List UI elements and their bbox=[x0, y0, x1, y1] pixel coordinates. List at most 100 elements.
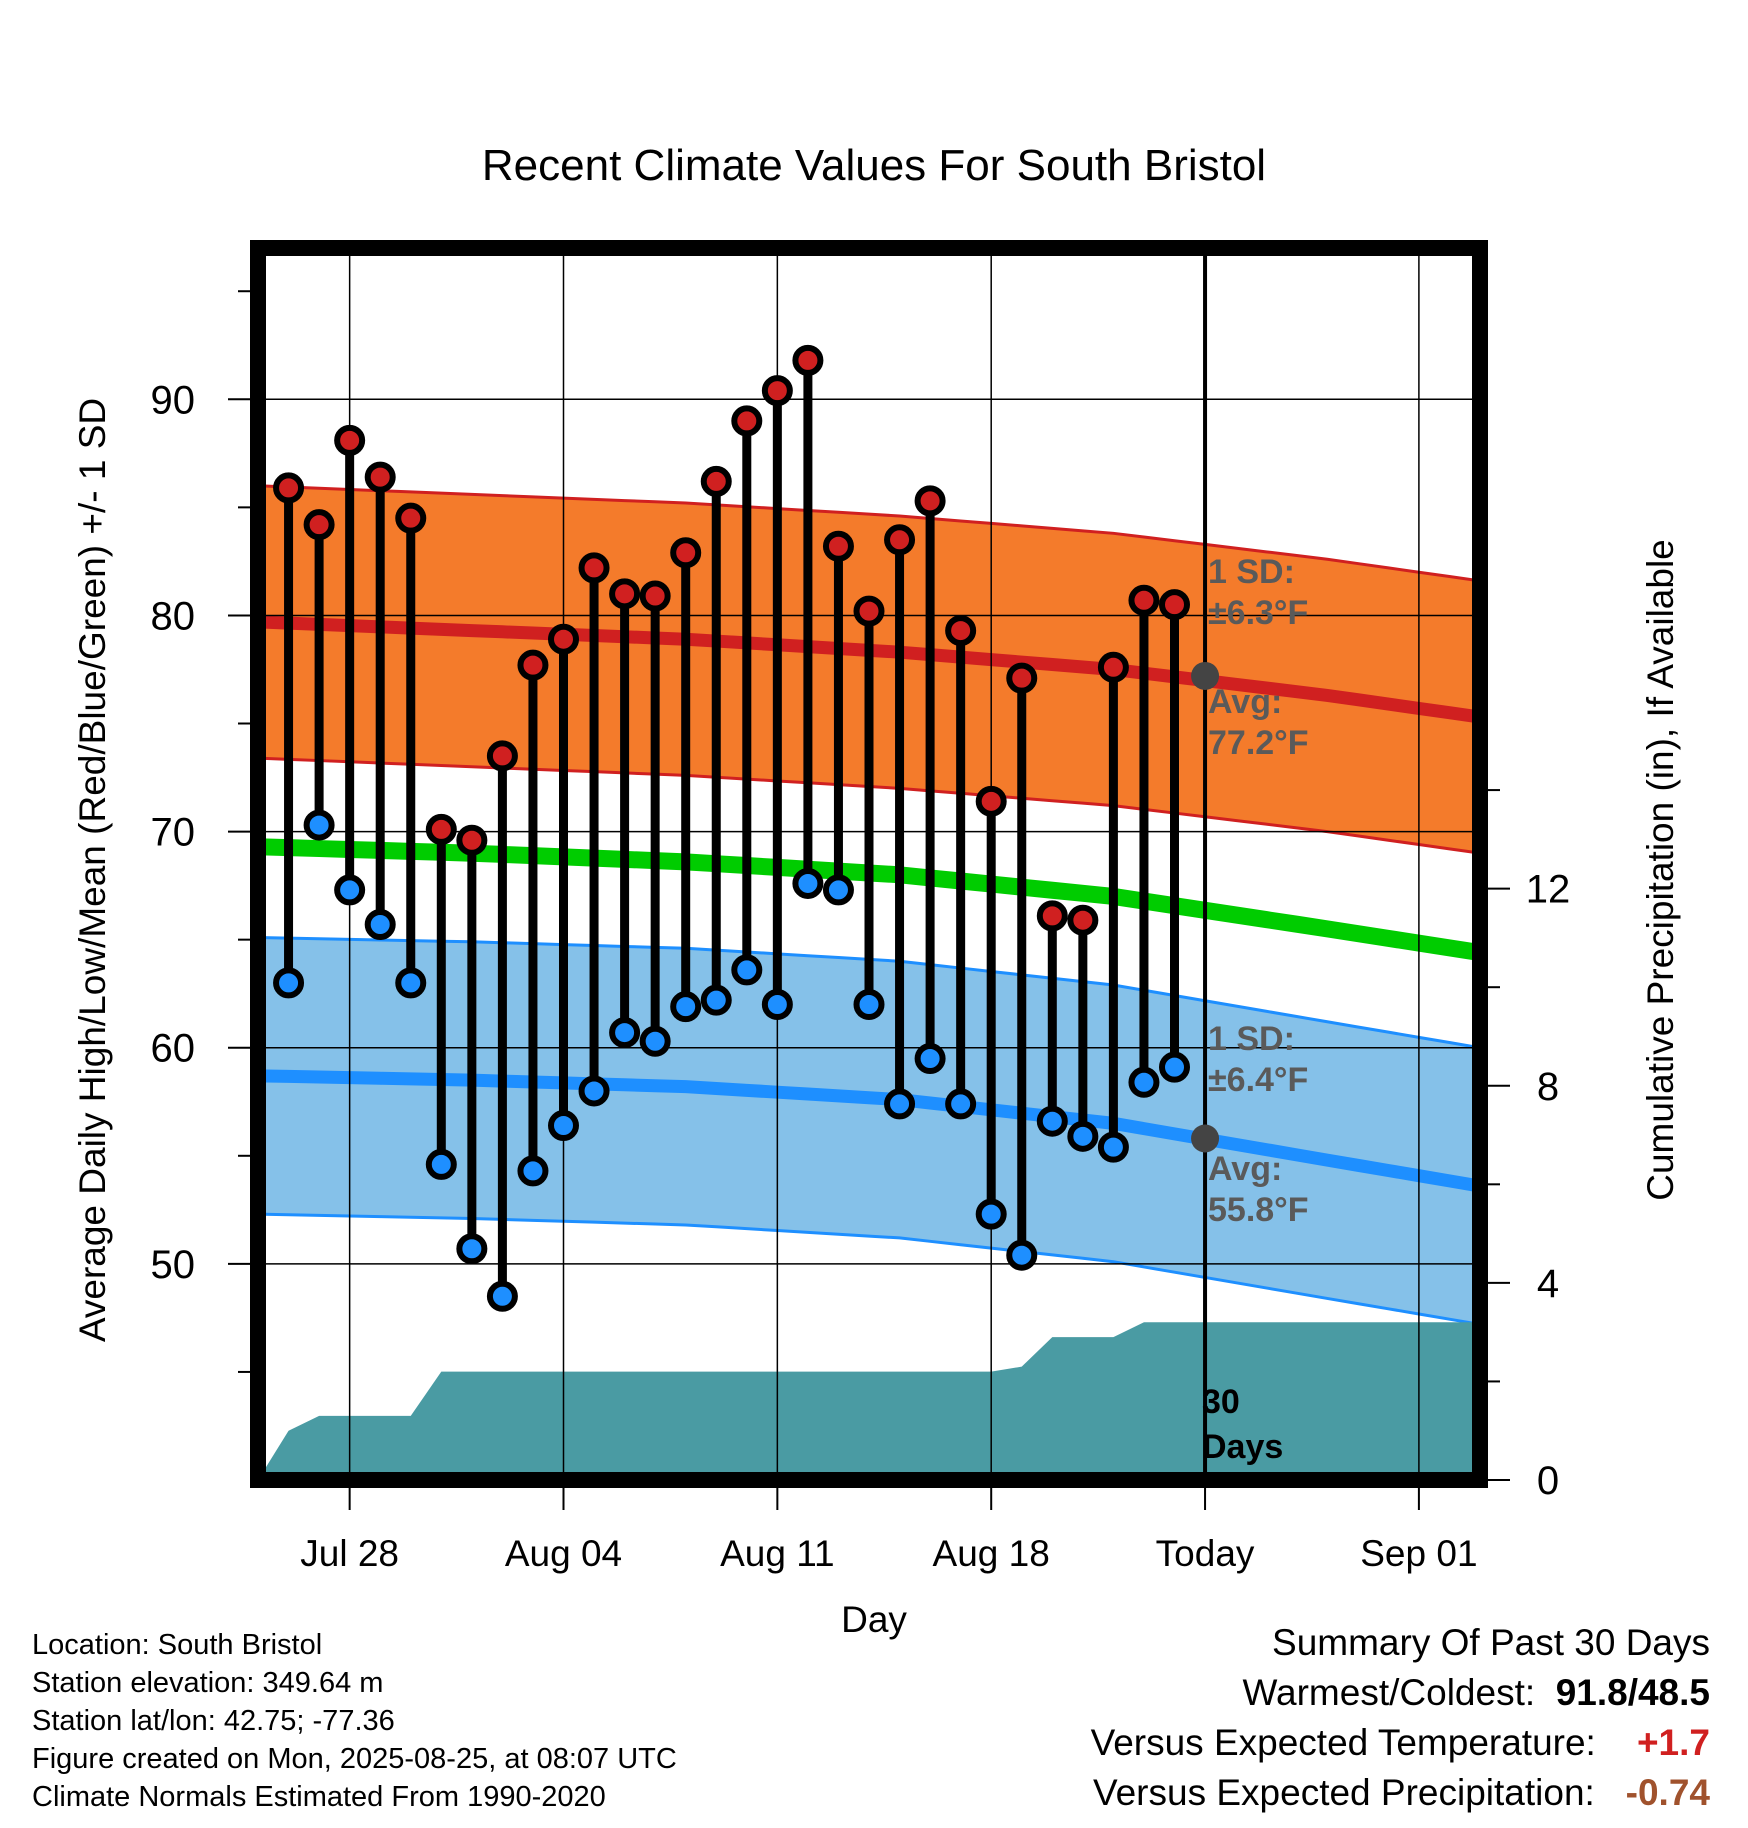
warm-cold-value: 91.8/48.5 bbox=[1555, 1672, 1710, 1713]
low-point bbox=[364, 909, 396, 941]
low-point bbox=[1159, 1051, 1190, 1083]
y-right-tick-label: 4 bbox=[1537, 1262, 1559, 1306]
high-point bbox=[945, 615, 977, 647]
low-point bbox=[1128, 1066, 1160, 1098]
station-info: Location: South Bristol Station elevatio… bbox=[32, 1626, 677, 1816]
days-label-number: 30 bbox=[1202, 1383, 1240, 1421]
high-sd-value: ±6.3°F bbox=[1208, 594, 1308, 632]
x-tick-label: Aug 04 bbox=[505, 1533, 622, 1574]
info-elevation: Station elevation: 349.64 m bbox=[32, 1667, 384, 1699]
x-tick-label: Aug 11 bbox=[720, 1533, 835, 1574]
low-point bbox=[700, 984, 732, 1016]
high-sd-label: 1 SD: bbox=[1208, 553, 1295, 591]
x-tick-label: Sep 01 bbox=[1360, 1533, 1477, 1574]
high-point bbox=[273, 472, 305, 504]
temp-value: +1.7 bbox=[1636, 1722, 1710, 1763]
high-point bbox=[884, 524, 916, 556]
low-point bbox=[395, 967, 427, 999]
low-point bbox=[945, 1088, 977, 1120]
plot-area: 50 60 70 80 90 0 4 8 12 Jul 28 Aug 04 Aug 11 Aug 18 T… bbox=[151, 240, 1571, 1574]
y-axis-right-label: Cumulative Precipitation (in), If Availa… bbox=[1640, 539, 1681, 1201]
low-point bbox=[334, 874, 366, 906]
high-point bbox=[761, 375, 793, 407]
high-point bbox=[914, 485, 946, 517]
high-point bbox=[1006, 662, 1038, 694]
high-point bbox=[670, 537, 702, 569]
y-left-tick-label: 60 bbox=[151, 1027, 196, 1071]
info-created: Figure created on Mon, 2025-08-25, at 08… bbox=[32, 1743, 677, 1775]
high-point bbox=[1097, 651, 1129, 683]
high-point bbox=[853, 595, 885, 627]
low-sd-label: 1 SD: bbox=[1208, 1020, 1295, 1058]
high-point bbox=[1036, 900, 1068, 932]
high-point bbox=[975, 785, 1007, 817]
low-point bbox=[975, 1198, 1007, 1230]
high-point bbox=[303, 509, 335, 541]
y-left-tick-label: 90 bbox=[151, 378, 196, 422]
high-point bbox=[792, 344, 824, 376]
summary-precip: Versus Expected Precipitation: -0.74 bbox=[1093, 1772, 1710, 1814]
low-sd-value: ±6.4°F bbox=[1208, 1061, 1308, 1099]
chart-title: Recent Climate Values For South Bristol bbox=[482, 141, 1266, 190]
low-point bbox=[548, 1110, 579, 1142]
low-point bbox=[761, 988, 793, 1020]
high-point bbox=[548, 623, 579, 655]
high-sd-band-upper-edge bbox=[258, 484, 1480, 583]
plot-frame bbox=[250, 240, 1488, 1488]
summary-warm-cold: Warmest/Coldest: 91.8/48.5 bbox=[1242, 1672, 1710, 1714]
low-point bbox=[517, 1155, 549, 1187]
high-point bbox=[425, 813, 457, 845]
info-normals: Climate Normals Estimated From 1990-2020 bbox=[32, 1781, 606, 1813]
high-point bbox=[578, 552, 610, 584]
info-location: Location: South Bristol bbox=[32, 1629, 323, 1661]
today-avg-high-marker bbox=[1191, 661, 1220, 690]
today-avg-low-marker bbox=[1191, 1124, 1220, 1153]
low-avg-value: 55.8°F bbox=[1208, 1191, 1309, 1229]
x-axis-label: Day bbox=[841, 1599, 907, 1640]
precip-label: Versus Expected Precipitation: bbox=[1092, 1772, 1595, 1813]
high-point bbox=[1159, 589, 1190, 621]
high-point bbox=[731, 405, 763, 437]
low-point bbox=[731, 954, 763, 986]
y-left-tick-label: 70 bbox=[151, 811, 196, 855]
y-right-tick-label: 8 bbox=[1537, 1065, 1559, 1109]
precip-value: -0.74 bbox=[1625, 1772, 1710, 1813]
y-left-tick-label: 80 bbox=[151, 594, 196, 638]
temp-label: Versus Expected Temperature: bbox=[1090, 1722, 1596, 1763]
high-point bbox=[700, 465, 732, 497]
y-left-tick-label: 50 bbox=[151, 1243, 196, 1287]
days-label-word: Days bbox=[1202, 1428, 1283, 1466]
low-point bbox=[609, 1017, 641, 1049]
high-point bbox=[639, 580, 671, 612]
y-right-tick-label: 12 bbox=[1526, 868, 1571, 912]
x-tick-label: Aug 18 bbox=[933, 1533, 1050, 1574]
high-point bbox=[609, 578, 641, 610]
high-point bbox=[517, 649, 549, 681]
low-sd-band-lower-edge bbox=[258, 1212, 1480, 1326]
info-latlon: Station lat/lon: 42.75; -77.36 bbox=[32, 1705, 395, 1737]
high-point bbox=[334, 424, 366, 456]
high-avg-label: Avg: bbox=[1208, 683, 1282, 721]
low-point bbox=[1067, 1120, 1099, 1152]
low-point bbox=[884, 1088, 916, 1120]
low-point bbox=[273, 967, 305, 999]
avg-low-line bbox=[258, 1069, 1480, 1193]
summary-temp: Versus Expected Temperature: +1.7 bbox=[1091, 1722, 1710, 1764]
x-tick-label: Today bbox=[1156, 1533, 1255, 1574]
low-point bbox=[303, 809, 335, 841]
summary-title: Summary Of Past 30 Days bbox=[1272, 1622, 1710, 1663]
low-point bbox=[1006, 1239, 1038, 1271]
high-point bbox=[364, 461, 396, 493]
low-point bbox=[670, 991, 702, 1023]
low-point bbox=[853, 988, 885, 1020]
low-avg-label: Avg: bbox=[1208, 1150, 1282, 1188]
low-point bbox=[425, 1148, 457, 1180]
precipitation-area bbox=[258, 1322, 1480, 1480]
high-point bbox=[486, 740, 518, 772]
high-point bbox=[1128, 584, 1160, 616]
low-point bbox=[456, 1233, 488, 1265]
high-point bbox=[1067, 904, 1099, 936]
low-point bbox=[1036, 1105, 1068, 1137]
low-point bbox=[1097, 1131, 1129, 1163]
